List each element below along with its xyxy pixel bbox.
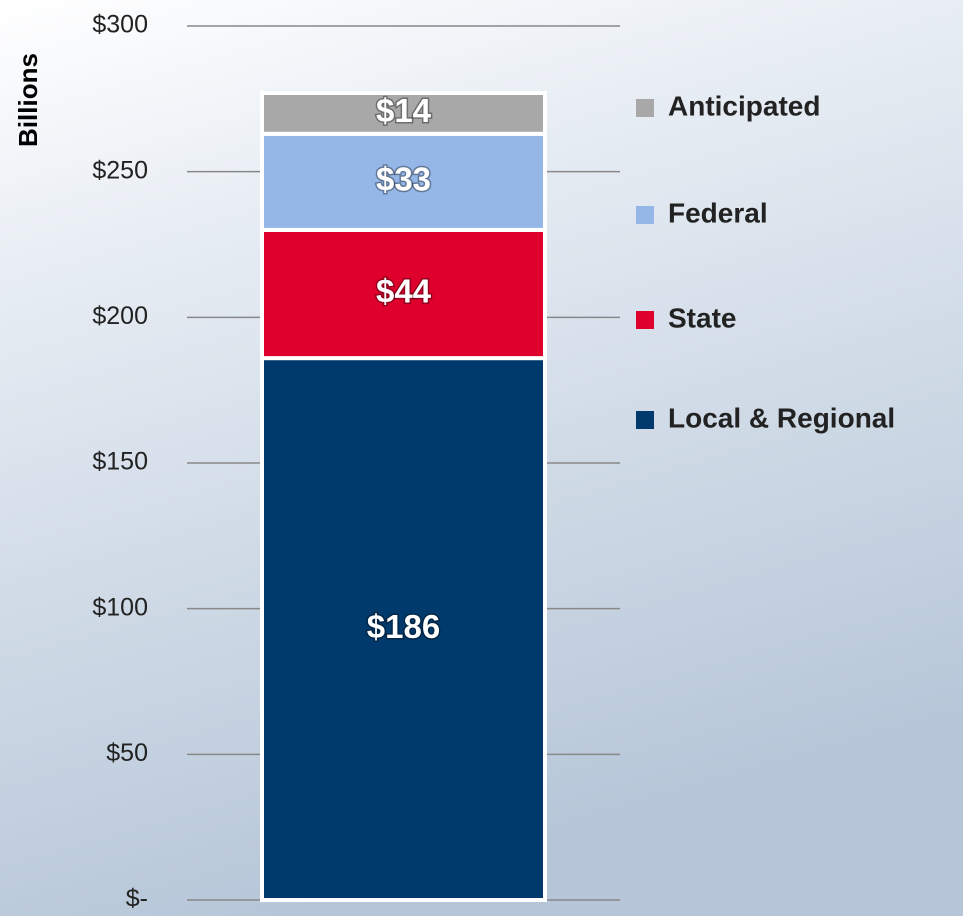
y-tick-label: $150 [92, 448, 148, 476]
y-tick-label: $50 [106, 739, 148, 767]
legend-label: State [668, 302, 736, 333]
y-axis-label: Billions [13, 53, 43, 147]
value-label: $186 [367, 608, 440, 645]
y-tick-label: $- [126, 885, 148, 913]
value-label: $44 [376, 273, 432, 310]
legend-swatch [636, 99, 654, 117]
legend-label: Anticipated [668, 90, 820, 121]
chart: Billions $- $50 $100 $150 $200 $250 $300 $186 $4… [0, 0, 963, 916]
legend-swatch [636, 206, 654, 224]
y-tick-label: $250 [92, 156, 148, 184]
y-tick-label: $300 [92, 11, 148, 39]
y-tick-label: $100 [92, 593, 148, 621]
legend-label: Federal [668, 197, 768, 228]
value-label: $33 [376, 161, 431, 198]
value-label: $14 [376, 92, 432, 129]
legend-swatch [636, 411, 654, 429]
y-tick-label: $200 [92, 302, 148, 330]
legend-swatch [636, 311, 654, 329]
legend-label: Local & Regional [668, 402, 895, 433]
